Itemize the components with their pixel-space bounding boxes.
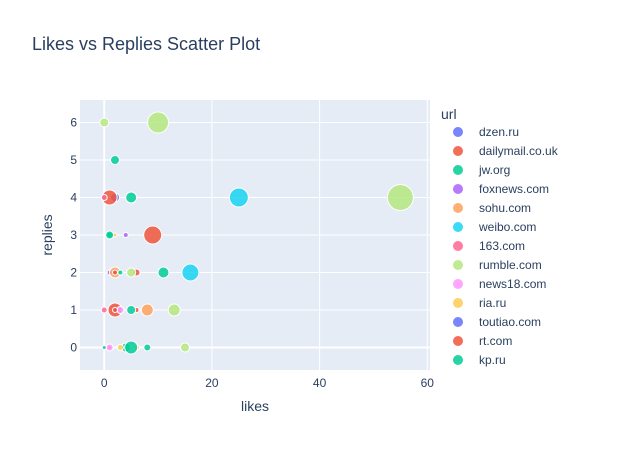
legend-label: 163.com bbox=[479, 239, 525, 253]
legend-item[interactable]: 163.com bbox=[452, 239, 526, 253]
legend-label: jw.org bbox=[478, 163, 510, 177]
y-tick-label: 3 bbox=[70, 228, 77, 242]
gridlines bbox=[80, 100, 430, 370]
legend-label: toutiao.com bbox=[479, 315, 541, 329]
y-axis-title: replies bbox=[39, 214, 55, 255]
legend-label: rt.com bbox=[479, 334, 512, 348]
legend-label: kp.ru bbox=[479, 353, 506, 367]
scatter-point bbox=[101, 345, 107, 350]
scatter-point bbox=[126, 267, 137, 278]
legend-item[interactable]: news18.com bbox=[452, 277, 547, 291]
x-tick-label: 20 bbox=[205, 376, 219, 390]
legend-title: url bbox=[441, 106, 457, 122]
scatter-point bbox=[105, 230, 115, 240]
legend-marker bbox=[452, 221, 464, 233]
scatter-point bbox=[157, 266, 170, 279]
scatter-point bbox=[116, 344, 124, 351]
scatter-point bbox=[125, 191, 138, 204]
scatter-point bbox=[140, 303, 154, 317]
legend-label: foxnews.com bbox=[479, 182, 549, 196]
scatter-point bbox=[105, 343, 114, 352]
legend-item[interactable]: kp.ru bbox=[452, 353, 506, 367]
legend-item[interactable]: ria.ru bbox=[452, 296, 507, 310]
legend-marker bbox=[452, 240, 464, 252]
scatter-point bbox=[228, 187, 249, 208]
legend-item[interactable]: dailymail.co.uk bbox=[452, 144, 559, 158]
scatter-point bbox=[143, 225, 163, 245]
scatter-point bbox=[180, 342, 190, 353]
y-tick-label: 0 bbox=[70, 341, 77, 355]
scatter-point bbox=[122, 232, 129, 238]
legend-item[interactable]: toutiao.com bbox=[452, 315, 542, 329]
scatter-point bbox=[100, 194, 108, 201]
scatter-point bbox=[99, 117, 110, 128]
legend-marker bbox=[452, 164, 464, 176]
legend-marker bbox=[452, 354, 464, 366]
legend-label: rumble.com bbox=[479, 258, 542, 272]
legend[interactable]: dzen.ru dailymail.co.uk jw.org foxnews.com s… bbox=[452, 125, 559, 367]
x-tick-label: 60 bbox=[421, 376, 435, 390]
scatter-point bbox=[167, 303, 181, 317]
legend-item[interactable]: foxnews.com bbox=[452, 182, 550, 196]
y-tick-label: 1 bbox=[70, 303, 77, 317]
legend-marker bbox=[452, 145, 464, 157]
legend-marker bbox=[452, 335, 464, 347]
y-tick-label: 2 bbox=[70, 266, 77, 280]
legend-item[interactable]: jw.org bbox=[452, 163, 511, 177]
legend-marker bbox=[452, 202, 464, 214]
legend-item[interactable]: weibo.com bbox=[452, 220, 537, 234]
scatter-point bbox=[100, 306, 108, 314]
axis-ticks: 0 20 40 60 0 1 2 3 4 5 6 bbox=[70, 116, 434, 391]
legend-label: ria.ru bbox=[479, 296, 506, 310]
scatter-point bbox=[147, 111, 170, 134]
legend-marker bbox=[452, 316, 464, 328]
x-tick-label: 0 bbox=[101, 376, 108, 390]
legend-marker bbox=[452, 297, 464, 309]
scatter-point bbox=[143, 343, 152, 352]
scatter-point bbox=[126, 305, 137, 315]
scatter-point bbox=[112, 269, 118, 276]
x-tick-label: 40 bbox=[313, 376, 327, 390]
legend-item[interactable]: rumble.com bbox=[452, 258, 542, 272]
y-tick-label: 4 bbox=[70, 191, 77, 205]
legend-label: weibo.com bbox=[478, 220, 536, 234]
y-tick-label: 5 bbox=[70, 153, 77, 167]
legend-label: news18.com bbox=[479, 277, 546, 291]
legend-marker bbox=[452, 259, 464, 271]
legend-item[interactable]: rt.com bbox=[452, 334, 513, 348]
legend-label: dzen.ru bbox=[479, 125, 519, 139]
legend-label: dailymail.co.uk bbox=[479, 144, 559, 158]
chart-title: Likes vs Replies Scatter Plot bbox=[32, 34, 260, 54]
scatter-point bbox=[124, 340, 139, 355]
legend-marker bbox=[452, 126, 464, 138]
legend-label: sohu.com bbox=[479, 201, 531, 215]
scatter-point bbox=[117, 269, 124, 276]
scatter-point bbox=[386, 184, 414, 211]
legend-item[interactable]: sohu.com bbox=[452, 201, 532, 215]
scatter-point bbox=[110, 155, 120, 165]
data-points bbox=[99, 111, 414, 355]
scatter-point bbox=[112, 307, 118, 313]
legend-marker bbox=[452, 183, 464, 195]
scatter-point bbox=[181, 263, 200, 282]
x-axis-title: likes bbox=[241, 398, 269, 414]
legend-marker bbox=[452, 278, 464, 290]
y-tick-label: 6 bbox=[70, 116, 77, 130]
legend-item[interactable]: dzen.ru bbox=[452, 125, 520, 139]
